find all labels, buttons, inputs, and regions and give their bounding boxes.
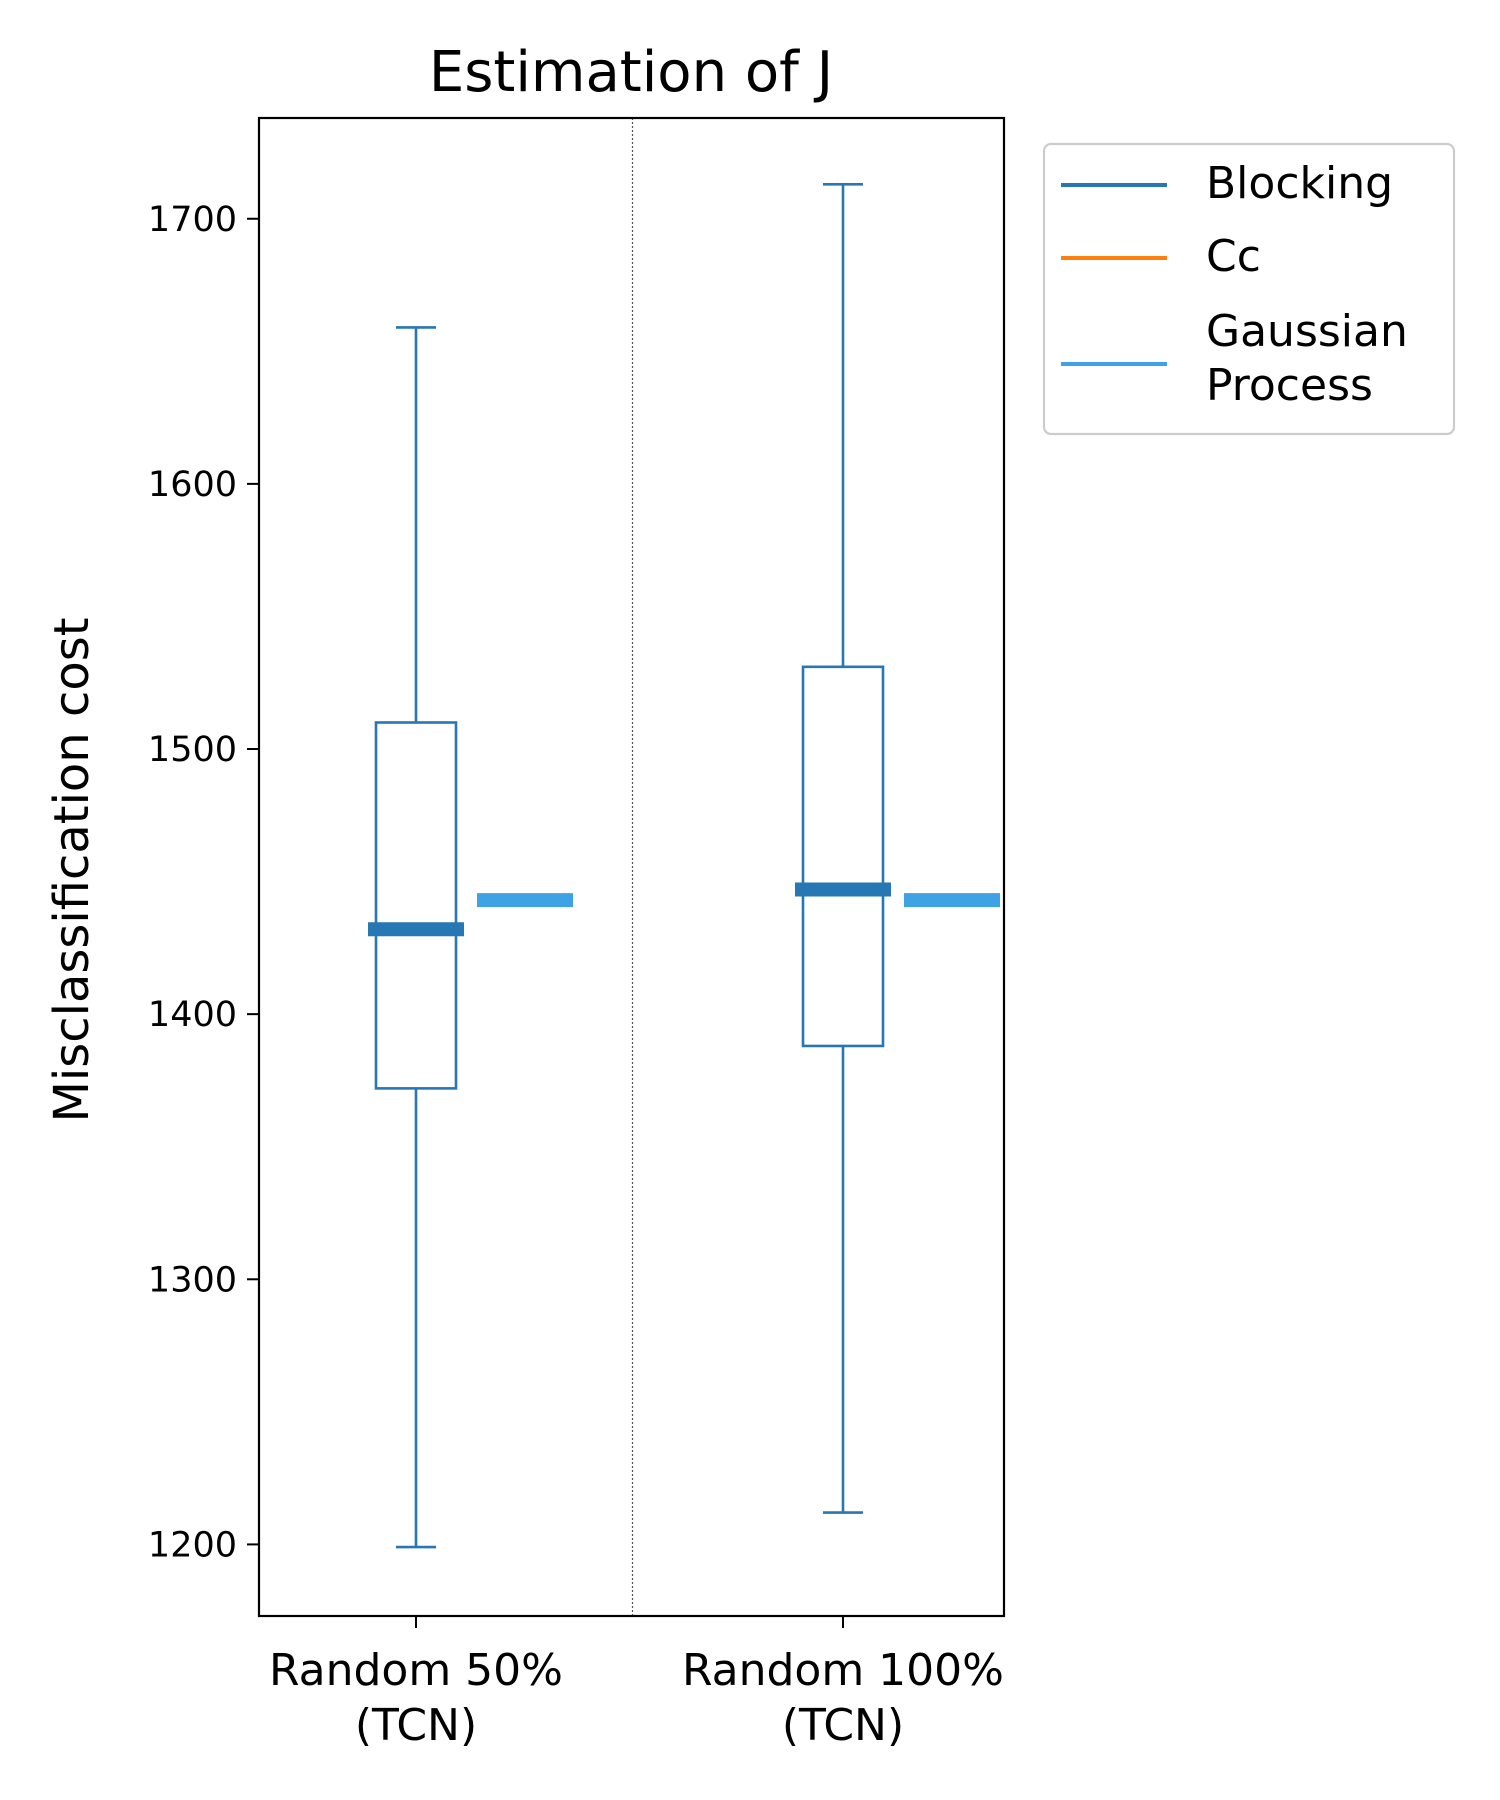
blocking-boxplot-1 [368,326,464,1549]
plot-area-frame [257,116,1006,1618]
y-tick-label-1200: 1200 [148,1525,237,1565]
plot-marks [368,182,1000,1549]
chart-title: Estimation of J [429,40,833,105]
x-tick-label-2-line2: (TCN) [782,1700,904,1751]
legend-frame [1042,142,1456,436]
legend-label-blocking: Blocking [1206,158,1393,209]
y-tick-label-1700: 1700 [148,200,237,240]
x-tick-label-2-line1: Random 100% [682,1645,1004,1696]
y-axis-label: Misclassification cost [44,617,100,1122]
x-tick-label-1-line1: Random 50% [269,1645,563,1696]
legend-label-gaussian-process-line1: Gaussian [1206,306,1408,357]
blocking-iqr-box [801,665,885,1048]
y-tick-label-1300: 1300 [148,1260,237,1300]
legend-label-cc: Cc [1206,231,1261,282]
y-axis: 1200 1300 1400 1500 1600 1700 [148,200,259,1565]
x-tick-label-1-line2: (TCN) [355,1700,477,1751]
y-tick-label-1400: 1400 [148,995,237,1035]
blocking-boxplot-2 [795,182,891,1514]
blocking-iqr-box [374,721,458,1090]
y-tick-label-1500: 1500 [148,730,237,770]
x-axis: Random 50%(TCN)Random 100%(TCN) [269,1616,1004,1751]
legend-label-gaussian-process-line2: Process [1206,360,1373,411]
y-tick-label-1600: 1600 [148,465,237,505]
